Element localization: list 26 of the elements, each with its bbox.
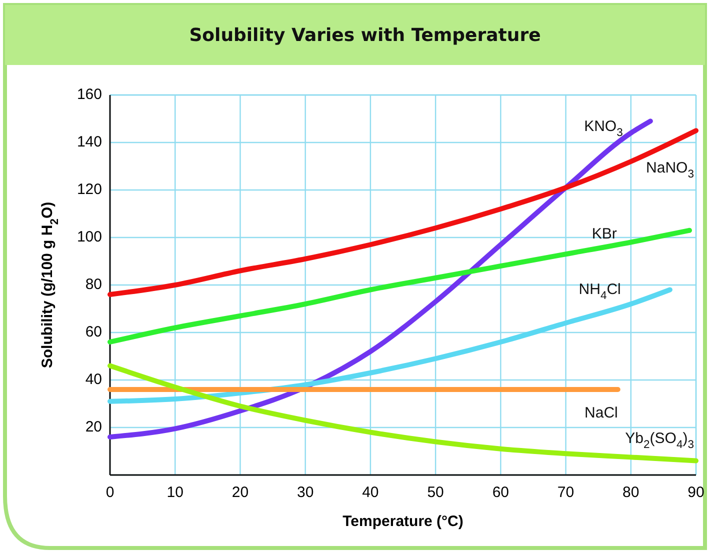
- series-label: KBr: [592, 225, 617, 242]
- series-label: NaCl: [584, 404, 618, 422]
- series-label: NaNO$_{3}$: [646, 160, 694, 181]
- y-tick-label: 20: [85, 418, 102, 436]
- x-axis-title: Temperature (°C): [342, 513, 464, 530]
- x-tick-label: 60: [492, 484, 510, 501]
- x-tick-label: 20: [232, 484, 249, 501]
- x-tick-label: 70: [557, 484, 574, 501]
- y-tick-label: 120: [76, 180, 102, 198]
- series-label: NH$_{4}$Cl: [578, 280, 621, 302]
- series-label: KNO$_{3}$: [584, 118, 623, 139]
- y-tick-label: 160: [76, 86, 102, 103]
- x-tick-label: 40: [362, 484, 379, 501]
- y-tick-label: 40: [85, 370, 102, 388]
- x-tick-label: 90: [688, 484, 704, 501]
- x-tick-label: 0: [106, 484, 114, 501]
- chart-title: Solubility Varies with Temperature: [189, 25, 541, 46]
- x-tick-label: 50: [427, 484, 444, 501]
- x-tick-label: 10: [166, 484, 184, 501]
- y-tick-label: 140: [76, 133, 102, 150]
- y-tick-label: 80: [85, 276, 102, 293]
- series-label: Yb$_{2}$(SO$_{4}$)$_{3}$: [625, 430, 694, 451]
- x-tick-label: 80: [622, 484, 640, 501]
- y-tick-label: 100: [76, 228, 102, 246]
- y-tick-label: 60: [85, 323, 102, 340]
- x-tick-label: 30: [296, 484, 314, 501]
